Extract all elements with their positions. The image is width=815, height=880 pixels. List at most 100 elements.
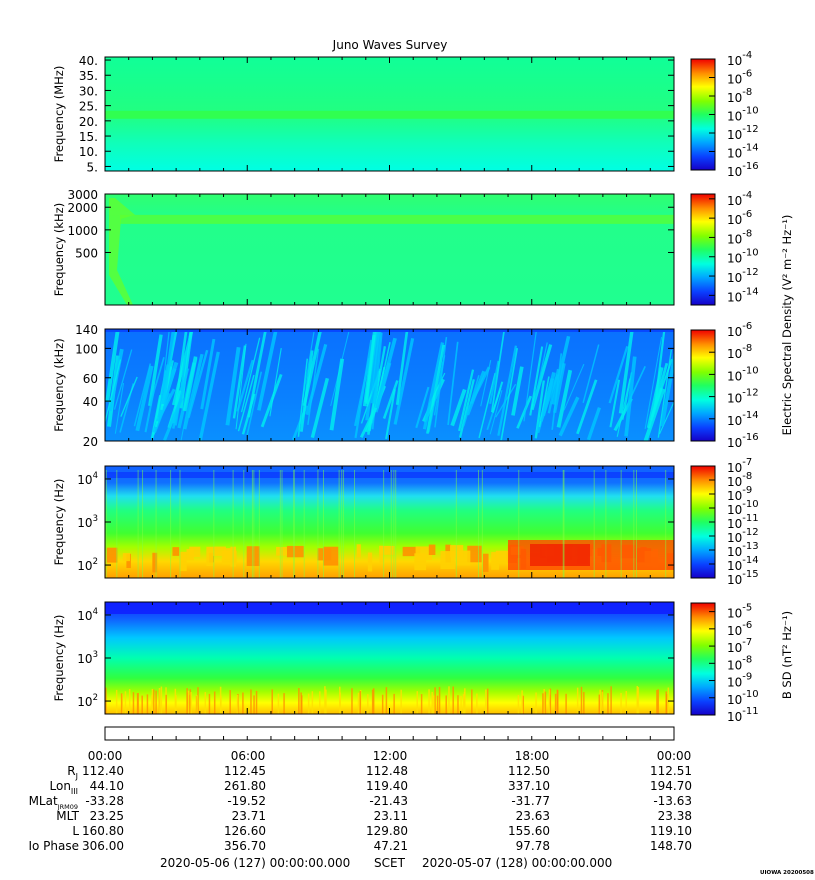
upper-band — [105, 472, 674, 478]
ephemeris-value: 97.78 — [516, 839, 550, 853]
ephemeris-value: 261.80 — [224, 779, 266, 793]
colorbar-tick-exponent: -10 — [742, 365, 758, 376]
y-tick-label: 40 — [83, 395, 98, 409]
wave-streak — [302, 329, 323, 407]
spectrogram-panels: 5.10.15.20.25. 30.35.40. Frequency (MHz) 10… — [52, 50, 759, 724]
wave-streak — [523, 329, 538, 422]
colorbar-tick-exponent: -12 — [742, 388, 758, 399]
electric-colorbar-label: Electric Spectral Density (V² m⁻² Hz⁻¹) — [780, 215, 794, 436]
spectrogram-texture — [109, 198, 674, 305]
ephemeris-value: 112.48 — [366, 764, 408, 778]
colorbar-tick-exponent: -10 — [742, 689, 758, 700]
colorbar-tick-exponent: -9 — [742, 672, 752, 683]
colorbar-tick-label: 10-6 — [727, 209, 752, 227]
chorus-blob — [367, 552, 373, 572]
spectrogram-field — [105, 602, 674, 714]
colorbar-tick-exponent: -5 — [742, 603, 752, 614]
emission-band — [120, 214, 674, 224]
emission-band — [105, 110, 674, 119]
colorbar-tick-exponent: -16 — [742, 161, 758, 172]
wave-streak — [198, 351, 220, 441]
wave-streak — [618, 329, 634, 414]
wave-streak — [434, 336, 448, 428]
colorbar-tick-exponent: -4 — [742, 50, 752, 61]
colorbar-tick-exponent: -12 — [742, 267, 758, 278]
wave-streak — [428, 361, 444, 433]
wave-streak — [450, 388, 467, 427]
ephemeris-label: LonIII — [50, 779, 79, 796]
colorbar-tick-label: 10-7 — [727, 637, 752, 655]
y-tick-exponent: 4 — [93, 607, 98, 617]
chorus-blob — [180, 551, 187, 572]
ephemeris-label: MLT — [56, 809, 79, 823]
y-tick-exponent: 2 — [93, 693, 98, 703]
wave-streak — [329, 358, 345, 431]
wave-streak — [489, 360, 500, 405]
colorbar-tick-exponent: -10 — [742, 106, 758, 117]
y-tick-exponent: 2 — [93, 557, 98, 567]
colorbar-tick-label: 10-8 — [727, 87, 752, 105]
spectrogram-texture — [105, 110, 674, 119]
colorbar-tick-exponent: -13 — [742, 541, 758, 552]
colorbar-tick-exponent: -14 — [742, 143, 758, 154]
colorbar-tick-exponent: -6 — [742, 321, 752, 332]
ephemeris-label: RJ — [67, 764, 78, 781]
x-tick-label: 18:00 — [515, 749, 550, 763]
colorbar-tick-label: 10-10 — [727, 365, 759, 383]
colorbar-tick-exponent: -12 — [742, 124, 758, 135]
colorbar — [690, 193, 716, 306]
wave-streak — [297, 358, 309, 437]
chorus-blob — [286, 545, 304, 558]
wave-streak — [576, 379, 598, 435]
colorbar-tick-exponent: -6 — [742, 69, 752, 80]
ephemeris-value: 306.00 — [82, 839, 124, 853]
time-range-start: 2020-05-06 (127) 00:00:00.000 — [160, 856, 350, 870]
intense-core — [530, 544, 590, 566]
wave-streak — [659, 400, 674, 435]
y-tick-label: 40. — [79, 54, 98, 68]
wave-streak — [382, 380, 399, 419]
colorbar-tick-exponent: -12 — [742, 527, 758, 538]
y-tick-label: 500 — [75, 246, 98, 260]
ephemeris-value: 337.10 — [508, 779, 550, 793]
colorbar-tick-exponent: -8 — [742, 471, 752, 482]
colorbar-tick-exponent: -14 — [742, 555, 758, 566]
ephemeris-value: 356.70 — [224, 839, 266, 853]
chorus-blob — [106, 547, 118, 563]
ephemeris-value: 129.80 — [366, 824, 408, 838]
y-tick-exponent: 3 — [93, 650, 98, 660]
wave-streak — [187, 349, 209, 419]
ephemeris-value: 112.45 — [224, 764, 266, 778]
ephemeris-value: 194.70 — [650, 779, 692, 793]
wave-streak — [491, 381, 504, 414]
wave-streak — [375, 337, 397, 409]
colorbar-tick-label: 10-12 — [727, 388, 759, 406]
colorbar-tick-label: 10-14 — [727, 410, 759, 428]
wave-streak — [551, 335, 571, 405]
wave-streak — [644, 336, 663, 429]
y-tick-label: 3000 — [67, 188, 98, 202]
chorus-blob — [246, 546, 260, 567]
chorus-blob — [172, 547, 180, 556]
colorbar-tick-exponent: -7 — [742, 457, 752, 468]
ephemeris-value: -33.28 — [85, 794, 124, 808]
wave-streak — [370, 329, 382, 404]
ephemeris-value: 126.60 — [224, 824, 266, 838]
wave-streak — [225, 346, 241, 426]
colorbar — [690, 329, 716, 442]
colorbar-tick-exponent: -10 — [742, 248, 758, 259]
ephemeris-value: 148.70 — [650, 839, 692, 853]
colorbar-tick-exponent: -4 — [742, 190, 752, 201]
chart-title: Juno Waves Survey — [332, 38, 448, 52]
wave-streak — [158, 329, 170, 416]
chorus-blob — [356, 544, 361, 558]
y-tick-label: 60 — [83, 372, 98, 386]
wave-streak — [148, 334, 163, 407]
colorbar-tick-exponent: -16 — [742, 432, 758, 443]
y-tick-label: 35. — [79, 69, 98, 83]
ephemeris-value: -31.77 — [511, 794, 550, 808]
chorus-blob — [189, 546, 201, 557]
